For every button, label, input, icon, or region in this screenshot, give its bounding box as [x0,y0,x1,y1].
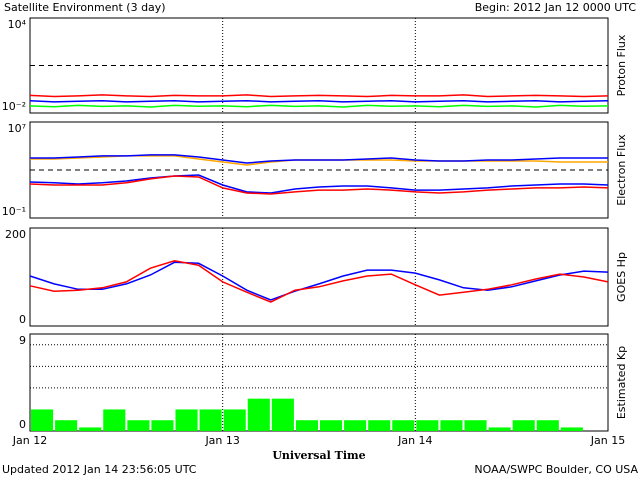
bar [247,398,270,431]
y-axis-label: Electron Flux [615,134,628,206]
x-axis-label: Universal Time [272,449,365,462]
series-line [29,174,609,194]
y-tick-label: 10⁷ [8,122,26,135]
series-line [29,175,609,195]
y-tick-label: 10⁻² [2,100,26,113]
y-tick-label: 9 [19,334,26,347]
x-tick-label: Jan 12 [12,434,47,447]
y-tick-label: 0 [19,418,26,431]
begin-time: Begin: 2012 Jan 12 0000 UTC [475,1,637,14]
y-axis-label: Proton Flux [615,34,628,96]
bar [271,398,294,431]
x-tick-label: Jan 13 [204,434,239,447]
series-line [29,261,609,301]
page-title: Satellite Environment (3 day) [4,1,166,14]
bar [127,420,150,431]
bar [31,409,54,431]
series-line [29,94,609,98]
bar [103,409,126,431]
credit: NOAA/SWPC Boulder, CO USA [474,463,638,476]
bar [199,409,222,431]
panel-frame [29,333,609,432]
bar [175,409,198,431]
series-line [29,104,609,108]
bar [344,420,367,431]
bar [295,420,318,431]
bar [440,420,463,431]
y-tick-label: 10⁻¹ [2,205,26,218]
bar [392,420,415,431]
bar [512,420,535,431]
series-line [29,260,609,303]
bar [151,420,174,431]
bar [368,420,391,431]
panel-frame [29,227,609,327]
x-tick-label: Jan 15 [590,434,625,447]
y-axis-label: Estimated Kp [615,346,628,419]
bar [55,420,78,431]
bar [320,420,343,431]
bar [560,427,583,431]
bar [79,427,102,431]
x-tick-label: Jan 14 [397,434,432,447]
y-tick-label: 200 [5,228,26,241]
y-axis-label: GOES Hp [615,252,628,302]
updated-time: Updated 2012 Jan 14 23:56:05 UTC [2,463,197,476]
bar [416,420,439,431]
bar [488,427,511,431]
y-tick-label: 10⁴ [8,18,27,31]
series-line [29,99,609,103]
bar [223,409,246,431]
bar [536,420,559,431]
bar [464,420,487,431]
series-line [30,154,608,164]
y-tick-label: 0 [19,313,26,326]
